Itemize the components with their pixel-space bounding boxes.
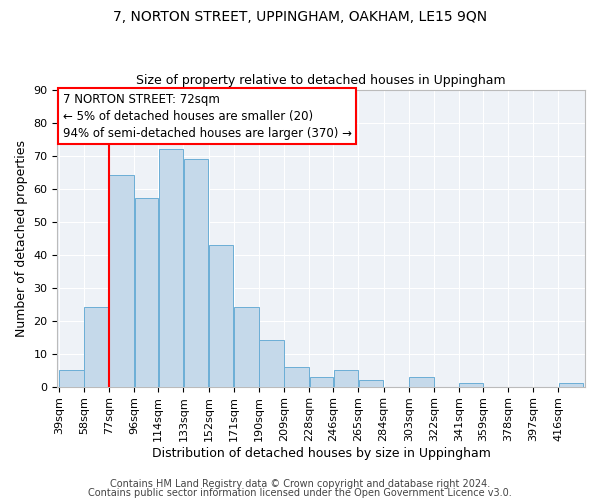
Bar [184,159,208,386]
Bar [310,376,333,386]
Bar [158,149,183,386]
Bar [359,380,383,386]
Text: 7, NORTON STREET, UPPINGHAM, OAKHAM, LE15 9QN: 7, NORTON STREET, UPPINGHAM, OAKHAM, LE1… [113,10,487,24]
Bar [460,384,482,386]
Bar [284,367,309,386]
Bar [109,176,134,386]
Bar [209,244,233,386]
Bar [59,370,83,386]
Bar [334,370,358,386]
Bar [259,340,284,386]
Bar [559,384,583,386]
Text: Contains public sector information licensed under the Open Government Licence v3: Contains public sector information licen… [88,488,512,498]
Bar [234,308,259,386]
Bar [84,308,109,386]
Title: Size of property relative to detached houses in Uppingham: Size of property relative to detached ho… [136,74,506,87]
Text: Contains HM Land Registry data © Crown copyright and database right 2024.: Contains HM Land Registry data © Crown c… [110,479,490,489]
X-axis label: Distribution of detached houses by size in Uppingham: Distribution of detached houses by size … [152,447,491,460]
Text: 7 NORTON STREET: 72sqm
← 5% of detached houses are smaller (20)
94% of semi-deta: 7 NORTON STREET: 72sqm ← 5% of detached … [62,92,352,140]
Bar [134,198,158,386]
Bar [409,376,434,386]
Y-axis label: Number of detached properties: Number of detached properties [15,140,28,336]
